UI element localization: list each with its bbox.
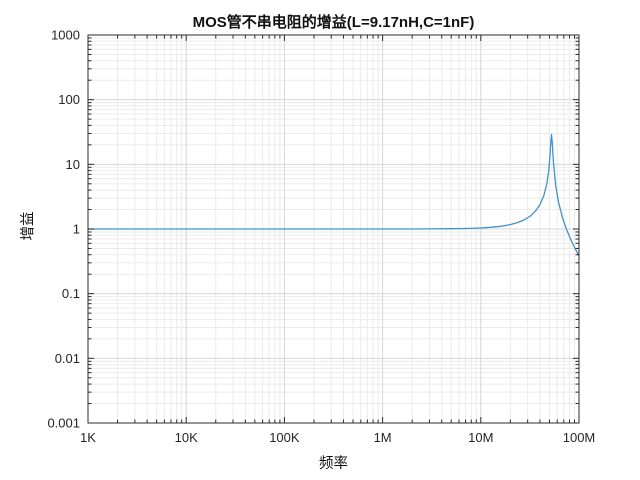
y-tick-label: 0.1 [62,286,80,301]
y-tick-label: 1 [73,222,80,237]
x-tick-label: 10M [468,430,493,445]
y-tick-label: 0.01 [55,351,80,366]
y-tick-label: 0.001 [47,416,80,431]
x-tick-label: 1K [80,430,96,445]
y-tick-label: 10 [66,157,80,172]
y-tick-label: 100 [58,92,80,107]
y-tick-label: 1000 [51,28,80,43]
x-tick-label: 100M [563,430,596,445]
x-tick-label: 1M [374,430,392,445]
y-axis-label: 增益 [20,211,37,241]
chart-title: MOS管不串电阻的增益(L=9.17nH,C=1nF) [192,14,475,31]
gain-curve [88,133,580,257]
x-tick-label: 100K [269,430,300,445]
x-axis-label: 频率 [319,456,348,472]
x-tick-label: 10K [175,430,198,445]
